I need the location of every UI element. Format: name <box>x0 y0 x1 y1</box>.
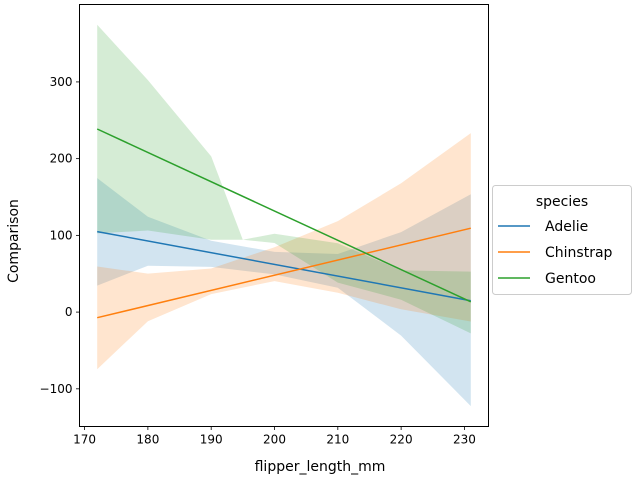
y-tick-label: 100 <box>50 228 73 242</box>
y-axis-label: Comparison <box>6 199 22 283</box>
y-tick-label: 300 <box>50 75 73 89</box>
x-tick-label: 230 <box>453 433 476 447</box>
confidence-bands <box>97 24 471 407</box>
x-tick-label: 170 <box>73 433 96 447</box>
y-tick-label: −100 <box>40 382 73 396</box>
legend-title: species <box>536 194 588 210</box>
y-axis-ticks: −100 0 100 200 300 <box>40 75 80 396</box>
legend-label-adelie: Adelie <box>545 219 588 235</box>
legend-label-chinstrap: Chinstrap <box>545 245 613 261</box>
x-axis-ticks: 170 180 190 200 210 220 230 <box>73 426 476 447</box>
x-tick-label: 210 <box>326 433 349 447</box>
legend-label-gentoo: Gentoo <box>545 271 596 287</box>
legend-items: Adelie Chinstrap Gentoo <box>498 219 613 287</box>
ci-band-adelie <box>97 178 471 407</box>
x-axis-label: flipper_length_mm <box>255 459 386 475</box>
y-tick-label: 200 <box>50 152 73 166</box>
ci-band-chinstrap <box>97 133 471 370</box>
axes-frame <box>79 4 489 427</box>
ci-band-gentoo <box>97 24 471 334</box>
series-lines <box>96 128 472 319</box>
legend: species Adelie Chinstrap Gentoo <box>492 185 632 295</box>
x-tick-label: 180 <box>136 433 159 447</box>
legend-box <box>492 185 632 295</box>
x-tick-label: 200 <box>263 433 286 447</box>
x-tick-label: 220 <box>390 433 413 447</box>
x-tick-label: 190 <box>200 433 223 447</box>
series-line-chinstrap <box>97 227 471 319</box>
series-line-adelie <box>97 230 471 302</box>
series-line-gentoo <box>96 128 472 303</box>
y-tick-label: 0 <box>65 305 73 319</box>
